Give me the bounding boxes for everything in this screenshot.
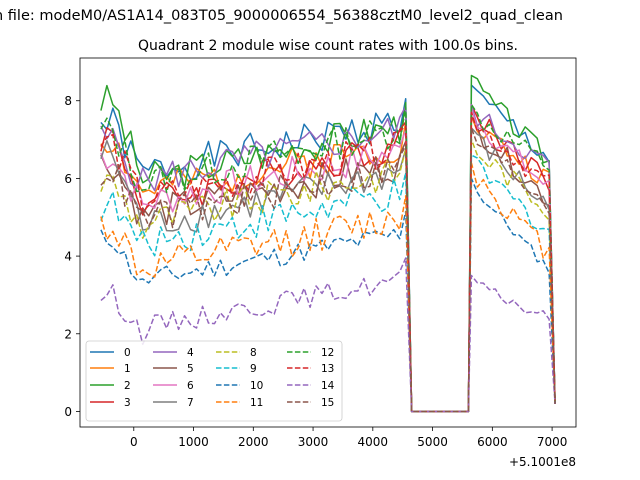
- series-line-2: [100, 74, 556, 413]
- legend-label-14: 14: [321, 380, 335, 392]
- x-axis: 0 1000 2000 3000 4000 5000 6000 7000: [130, 427, 567, 449]
- series-line-15: [100, 127, 556, 413]
- x-tick-label: 3000: [298, 435, 329, 449]
- series-line-4: [100, 103, 556, 413]
- legend-label-8: 8: [250, 347, 257, 359]
- x-tick-label: 4000: [358, 435, 389, 449]
- legend-label-7: 7: [187, 397, 194, 409]
- legend-label-11: 11: [250, 397, 263, 409]
- x-tick-label: 1000: [178, 435, 209, 449]
- legend-label-13: 13: [321, 363, 334, 375]
- legend-label-6: 6: [187, 380, 194, 392]
- series-line-6: [100, 107, 556, 413]
- series-line-12: [100, 103, 556, 413]
- legend-label-9: 9: [250, 363, 257, 375]
- x-offset-label: +5.1001e8: [509, 455, 576, 469]
- legend-label-12: 12: [321, 347, 334, 359]
- x-tick-label: 6000: [477, 435, 508, 449]
- legend-label-4: 4: [187, 347, 194, 359]
- series-line-14: [100, 257, 556, 413]
- x-tick-label: 7000: [537, 435, 568, 449]
- y-tick-label: 8: [64, 94, 72, 108]
- y-axis: 0 2 4 6 8: [64, 94, 80, 419]
- y-tick-label: 4: [64, 250, 72, 264]
- x-tick-label: 5000: [417, 435, 448, 449]
- y-tick-label: 2: [64, 327, 72, 341]
- legend-label-0: 0: [124, 347, 131, 359]
- series-line-7: [100, 127, 556, 413]
- chart-title: Quadrant 2 module wise count rates with …: [138, 38, 518, 54]
- series-line-13: [100, 111, 556, 413]
- legend-box: [85, 340, 343, 422]
- legend-label-5: 5: [187, 363, 194, 375]
- legend-label-2: 2: [124, 380, 131, 392]
- series-line-9: [100, 154, 556, 413]
- y-tick-label: 6: [64, 172, 72, 186]
- figure-suptitle: n file: modeM0/AS1A14_083T05_9000006554_…: [0, 8, 563, 24]
- series-line-10: [100, 177, 556, 413]
- legend-label-1: 1: [124, 363, 131, 375]
- x-tick-label: 0: [130, 435, 138, 449]
- series-line-11: [100, 162, 556, 413]
- axes-frame: [79, 57, 577, 428]
- x-tick-label: 2000: [238, 435, 269, 449]
- series-layer: [100, 74, 556, 413]
- legend-label-3: 3: [124, 397, 131, 409]
- legend-label-10: 10: [250, 380, 263, 392]
- legend-label-15: 15: [321, 397, 334, 409]
- y-tick-label: 0: [64, 405, 72, 419]
